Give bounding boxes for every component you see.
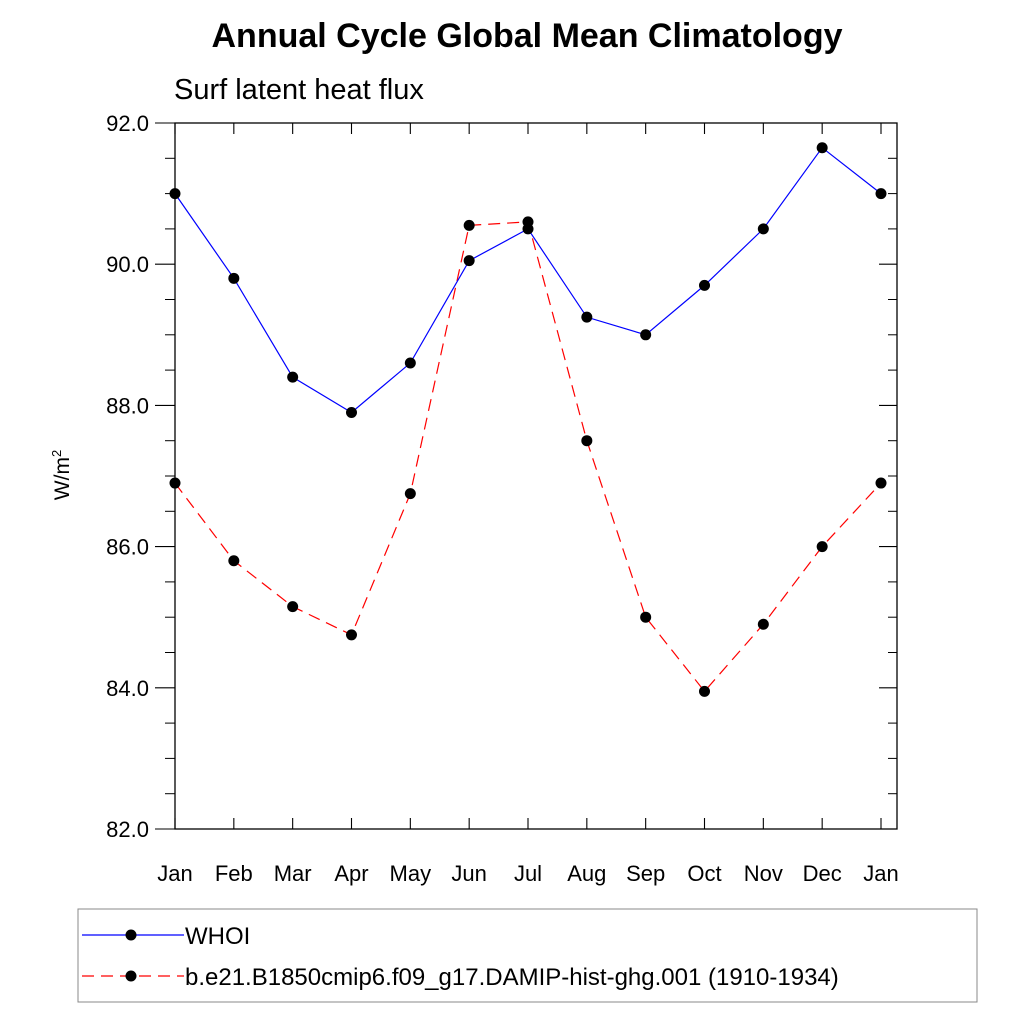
y-axis-label-text: W/m xyxy=(51,457,74,500)
svg-text:W/m2: W/m2 xyxy=(49,450,74,500)
legend: WHOI b.e21.B1850cmip6.f09_g17.DAMIP-hist-… xyxy=(77,908,978,1003)
y-tick-label: 82.0 xyxy=(106,817,149,842)
data-point xyxy=(346,406,357,418)
data-point xyxy=(228,272,240,284)
y-tick-label: 84.0 xyxy=(106,676,149,701)
data-point xyxy=(463,219,475,231)
data-point xyxy=(463,255,475,267)
x-tick-label: Jan xyxy=(157,861,192,886)
y-tick-label: 90.0 xyxy=(106,252,149,277)
series-line xyxy=(174,146,882,414)
plot-frame xyxy=(174,122,898,830)
x-tick-label: Oct xyxy=(687,861,721,886)
x-tick-label: Jun xyxy=(451,861,486,886)
data-point xyxy=(816,541,828,553)
data-point xyxy=(404,357,416,369)
data-point xyxy=(581,311,593,323)
chart-subtitle: Surf latent heat flux xyxy=(174,74,424,106)
x-tick-label: May xyxy=(390,861,432,886)
legend-marker xyxy=(125,929,137,941)
plot-series xyxy=(169,142,887,697)
data-point xyxy=(346,629,357,641)
data-point xyxy=(522,223,534,235)
x-tick-label: Aug xyxy=(567,861,606,886)
data-point xyxy=(581,435,593,447)
chart-title: Annual Cycle Global Mean Climatology xyxy=(212,17,843,55)
y-axis-label-superscript: 2 xyxy=(49,450,64,457)
y-tick-label: 92.0 xyxy=(106,111,149,136)
data-point xyxy=(875,477,887,489)
data-point xyxy=(699,685,710,697)
y-axis-label: W/m2 xyxy=(49,450,74,500)
x-tick-label: Jan xyxy=(863,861,898,886)
x-tick-label: Feb xyxy=(215,861,253,886)
x-tick-label: Nov xyxy=(744,861,783,886)
data-point xyxy=(699,279,710,291)
y-tick-label: 88.0 xyxy=(106,393,149,418)
data-point xyxy=(169,188,181,200)
x-tick-label: Mar xyxy=(274,861,312,886)
x-tick-label: Jul xyxy=(514,861,542,886)
data-point xyxy=(757,618,769,630)
data-point xyxy=(640,329,652,341)
data-point xyxy=(757,223,769,235)
data-point xyxy=(287,601,299,613)
data-point xyxy=(228,555,240,567)
data-point xyxy=(875,188,887,200)
legend-label: b.e21.B1850cmip6.f09_g17.DAMIP-hist-ghg.… xyxy=(185,964,839,991)
legend-box xyxy=(77,908,978,1003)
y-tick-label: 86.0 xyxy=(106,535,149,560)
legend-marker xyxy=(125,970,137,982)
legend-label: WHOI xyxy=(185,923,250,950)
data-point xyxy=(169,477,181,489)
data-point xyxy=(640,611,652,623)
series-line xyxy=(174,221,882,693)
x-tick-label: Sep xyxy=(626,861,665,886)
data-point xyxy=(816,142,828,154)
legend-items: WHOI b.e21.B1850cmip6.f09_g17.DAMIP-hist-… xyxy=(82,923,839,991)
x-tick-label: Dec xyxy=(803,861,842,886)
x-tick-label: Apr xyxy=(334,861,368,886)
axes: Jan Feb Mar Apr May Jun Jul Aug Sep Oct Nov Dec Jan 8… xyxy=(106,111,899,886)
data-point xyxy=(404,488,416,500)
data-point xyxy=(287,371,299,383)
